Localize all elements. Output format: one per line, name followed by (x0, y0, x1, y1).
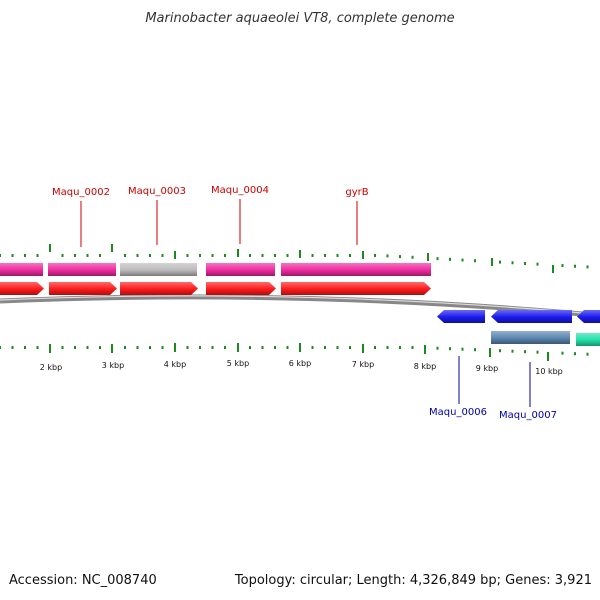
scale-label: 6 kbp (289, 359, 311, 368)
gene-label-maqu_0007: Maqu_0007 (499, 410, 557, 421)
gene-feature-reverse (576, 333, 600, 346)
gene-feature (206, 263, 275, 276)
map-title: Marinobacter aquaeolei VT8, complete gen… (145, 11, 454, 26)
scale-label: 4 kbp (164, 360, 186, 369)
scale-labels: 2 kbp 3 kbp 4 kbp 5 kbp 6 kbp 7 kbp 8 kbp 9 kbp… (40, 359, 563, 376)
gene-feature (48, 263, 116, 276)
gene-feature-reverse (491, 331, 570, 344)
cds-feature-forward (206, 282, 276, 295)
cds-feature-reverse (491, 310, 572, 323)
scale-label: 7 kbp (352, 360, 374, 369)
gene-label-maqu_0002: Maqu_0002 (52, 187, 110, 198)
scale-label: 3 kbp (102, 361, 124, 370)
gene-label-maqu_0006: Maqu_0006 (429, 407, 487, 418)
tick-marks-bottom (0, 343, 589, 361)
gene-feature (0, 263, 43, 276)
backbone-arc (0, 294, 600, 319)
gene-label-maqu_0004: Maqu_0004 (211, 185, 269, 196)
scale-label: 5 kbp (227, 359, 249, 368)
feature-tracks (0, 263, 600, 346)
scale-label: 9 kbp (476, 364, 498, 373)
cds-feature-forward (120, 282, 198, 295)
cds-feature-forward (49, 282, 117, 295)
scale-label: 10 kbp (535, 367, 563, 376)
gene-feature (281, 263, 431, 276)
genome-backbone (0, 294, 600, 319)
gene-label-gyrb: gyrB (345, 187, 368, 198)
gene-feature (120, 263, 197, 276)
cds-feature-reverse (437, 310, 485, 323)
accession-text: Accession: NC_008740 (9, 573, 157, 588)
label-leaders (80, 199, 531, 407)
cds-feature-forward (0, 282, 44, 295)
cds-feature-reverse (577, 310, 600, 323)
scale-label: 8 kbp (414, 362, 436, 371)
backbone-highlight (0, 295, 600, 316)
tick-marks-top (0, 244, 589, 273)
topology-text: Topology: circular; Length: 4,326,849 bp… (234, 573, 592, 588)
gene-labels: Maqu_0002 Maqu_0003 Maqu_0004 gyrB Maqu_0006… (52, 185, 557, 421)
gene-label-maqu_0003: Maqu_0003 (128, 186, 186, 197)
scale-label: 2 kbp (40, 363, 62, 372)
cds-feature-forward (281, 282, 431, 295)
